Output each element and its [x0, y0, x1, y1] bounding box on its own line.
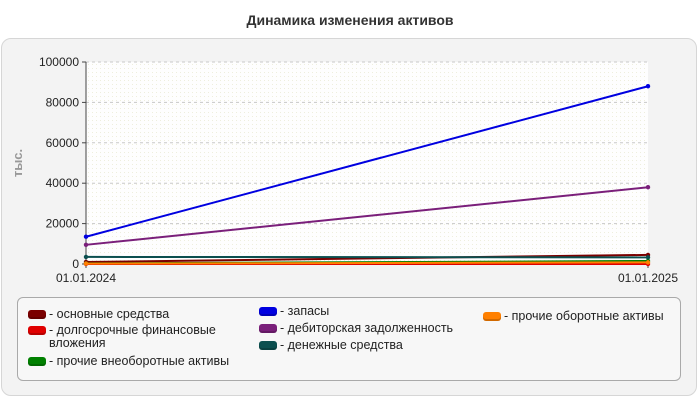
- series-line: [85, 261, 649, 265]
- legend-item: - денежные средства: [259, 339, 403, 352]
- chart-title: Динамика изменения активов: [246, 12, 454, 28]
- legend-item: - долгосрочные финансовые вложения: [28, 324, 249, 350]
- x-tick-label: 01.01.2024: [56, 271, 116, 285]
- data-point: [645, 260, 651, 265]
- legend-item: - прочие внеоборотные активы: [28, 355, 229, 368]
- legend-item: - основные средства: [28, 308, 169, 321]
- plot-area: 0 20000 40000 60000 80000 100000 01.01.2024 01.…: [10, 55, 678, 285]
- data-point: [83, 234, 89, 239]
- legend-label: - запасы: [280, 304, 330, 318]
- legend-swatch: [483, 312, 501, 321]
- legend-label: - прочие внеоборотные активы: [49, 354, 230, 368]
- y-tick-label: 0: [72, 257, 79, 271]
- data-point: [83, 254, 89, 260]
- series-line: [85, 253, 649, 263]
- legend-item: - запасы: [259, 305, 329, 318]
- data-point: [83, 242, 89, 248]
- legend-label: - прочие оборотные активы: [504, 309, 664, 323]
- legend: - основные средства - долгосрочные финанс…: [17, 297, 681, 381]
- plot-background: [86, 62, 648, 264]
- legend-swatch: [259, 307, 277, 316]
- data-point: [645, 185, 651, 190]
- legend-swatch: [259, 324, 277, 333]
- grid: [86, 61, 648, 225]
- y-tick-label: 60000: [46, 136, 80, 150]
- legend-label: - основные средства: [49, 307, 170, 321]
- legend-label: - денежные средства: [280, 338, 403, 352]
- legend-swatch: [259, 341, 277, 350]
- legend-swatch: [28, 357, 46, 366]
- legend-item: - дебиторская задолженность: [259, 322, 453, 335]
- y-axis-label: тыс.: [10, 149, 25, 177]
- x-tick-label: 01.01.2025: [618, 271, 678, 285]
- data-point: [645, 255, 651, 260]
- y-tick-label: 20000: [46, 217, 80, 231]
- legend-swatch: [28, 326, 46, 335]
- y-tick-label: 100000: [39, 55, 79, 69]
- tick-labels: 0 20000 40000 60000 80000 100000 01.01.2024 01.…: [39, 55, 678, 285]
- series-lines: [83, 84, 651, 267]
- legend-swatch: [28, 310, 46, 319]
- y-tick-label: 40000: [46, 176, 80, 190]
- series-line: [85, 85, 649, 238]
- legend-label: - дебиторская задолженность: [280, 321, 454, 335]
- y-tick-label: 80000: [46, 95, 80, 109]
- legend-label: - долгосрочные финансовые вложения: [49, 323, 216, 350]
- legend-item: - прочие оборотные активы: [483, 310, 664, 323]
- series-line: [85, 186, 649, 246]
- data-point: [645, 84, 651, 89]
- data-point: [83, 261, 89, 266]
